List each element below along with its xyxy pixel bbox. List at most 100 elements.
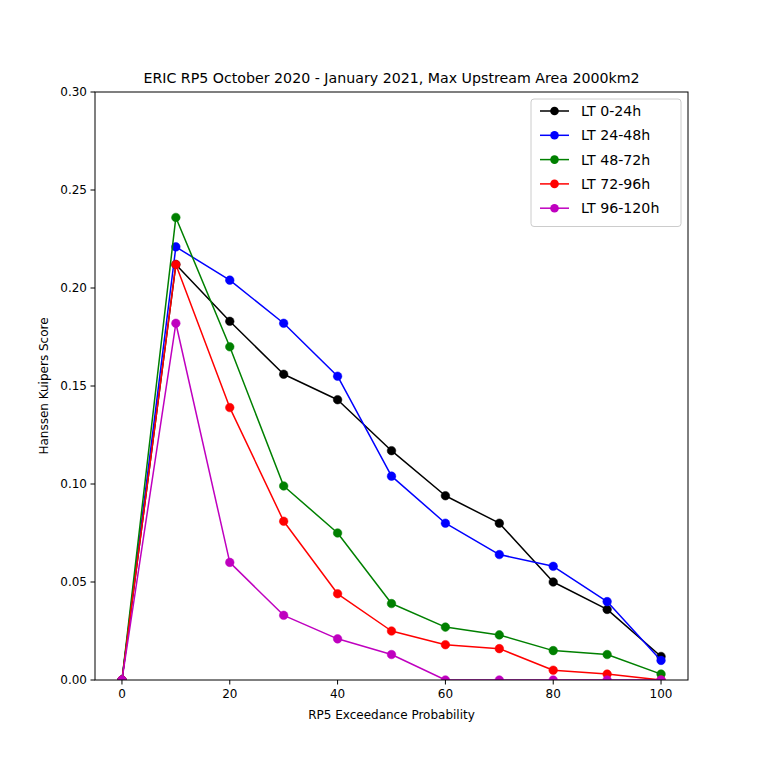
series-marker (387, 627, 396, 636)
series-marker (495, 676, 504, 680)
legend-label: LT 0-24h (581, 103, 641, 119)
y-axis-label: Hanssen Kuipers Score (37, 317, 51, 454)
y-tick-label: 0.20 (60, 281, 87, 295)
legend: LT 0-24h LT 24-48h LT 48-72h LT 72-96h LT 96… (531, 99, 681, 227)
y-tick-label: 0.10 (60, 477, 87, 491)
series-marker (118, 676, 127, 680)
series-marker (172, 319, 181, 328)
x-tick-label: 0 (118, 687, 126, 701)
series-line (122, 323, 661, 680)
x-tick (229, 680, 230, 685)
series-marker (549, 562, 558, 571)
series-marker (441, 623, 450, 632)
title: ERIC RP5 October 2020 - January 2021, Ma… (143, 70, 639, 86)
series-marker (118, 676, 127, 680)
series (118, 260, 666, 680)
series (118, 260, 666, 680)
series-marker (657, 676, 666, 680)
series-marker (172, 213, 181, 222)
series-marker (603, 597, 612, 606)
plot-data (118, 213, 666, 680)
series-marker (118, 676, 127, 680)
y-tick (91, 484, 96, 485)
series-marker (495, 631, 504, 640)
series-marker (225, 317, 234, 326)
x-tick-label: 40 (330, 687, 345, 701)
y-tick-label: 0.00 (60, 673, 87, 687)
series-marker (225, 343, 234, 352)
series (118, 213, 666, 680)
series-marker (225, 558, 234, 567)
series-marker (549, 676, 558, 680)
legend-marker (550, 155, 559, 164)
x-tick (445, 680, 446, 685)
series-marker (441, 676, 450, 680)
series-marker (657, 676, 666, 680)
series-marker (118, 676, 127, 680)
series-marker (441, 640, 450, 649)
series-line (122, 264, 661, 680)
series-marker (549, 666, 558, 675)
series-line (122, 247, 661, 680)
legend-label: LT 24-48h (581, 127, 650, 143)
x-tick (121, 680, 122, 685)
x-tick-label: 100 (650, 687, 673, 701)
series-marker (387, 472, 396, 481)
series-marker (387, 446, 396, 455)
series-marker (172, 260, 181, 269)
legend-label: LT 96-120h (581, 200, 659, 216)
legend-marker (550, 107, 559, 116)
series-marker (603, 605, 612, 614)
series-marker (333, 529, 342, 538)
legend-box (531, 99, 681, 227)
y-tick-label: 0.05 (60, 575, 87, 589)
series-marker (603, 676, 612, 680)
y-tick (91, 288, 96, 289)
x-tick-label: 80 (546, 687, 561, 701)
legend-label: LT 72-96h (581, 176, 650, 192)
series-marker (495, 519, 504, 528)
x-tick (337, 680, 338, 685)
series (118, 319, 666, 680)
y-tick-label: 0.25 (60, 183, 87, 197)
legend-label: LT 48-72h (581, 152, 650, 168)
series-marker (333, 395, 342, 404)
series-line (122, 264, 661, 680)
chart: 0 20 40 60 80 100 0.00 0.05 0.10 0.15 0.20 0.25 0.30… (0, 0, 765, 765)
series-marker (549, 578, 558, 587)
x-tick-label: 60 (438, 687, 453, 701)
series-marker (603, 650, 612, 659)
series-marker (172, 260, 181, 269)
series-marker (333, 372, 342, 381)
series-marker (279, 319, 288, 328)
series-marker (118, 676, 127, 680)
series-marker (387, 599, 396, 608)
series-marker (441, 491, 450, 500)
series (118, 243, 666, 680)
series-marker (333, 589, 342, 598)
x-tick (553, 680, 554, 685)
series-marker (657, 656, 666, 665)
legend-marker (550, 204, 559, 213)
series-marker (279, 517, 288, 526)
series-marker (549, 646, 558, 655)
series-marker (333, 635, 342, 644)
y-tick (91, 190, 96, 191)
legend-marker (550, 180, 559, 189)
plot-frame (95, 92, 688, 680)
x-tick-label: 20 (222, 687, 237, 701)
series-marker (441, 519, 450, 528)
series-marker (279, 611, 288, 620)
series-marker (225, 276, 234, 285)
plot-background (95, 92, 688, 680)
y-tick (91, 582, 96, 583)
series-marker (495, 550, 504, 559)
legend-marker (550, 131, 559, 140)
series-marker (279, 482, 288, 491)
y-tick (91, 92, 96, 93)
y-tick-label: 0.15 (60, 379, 87, 393)
series-marker (495, 644, 504, 653)
series-marker (279, 370, 288, 379)
x-tick (661, 680, 662, 685)
y-tick-label: 0.30 (60, 85, 87, 99)
